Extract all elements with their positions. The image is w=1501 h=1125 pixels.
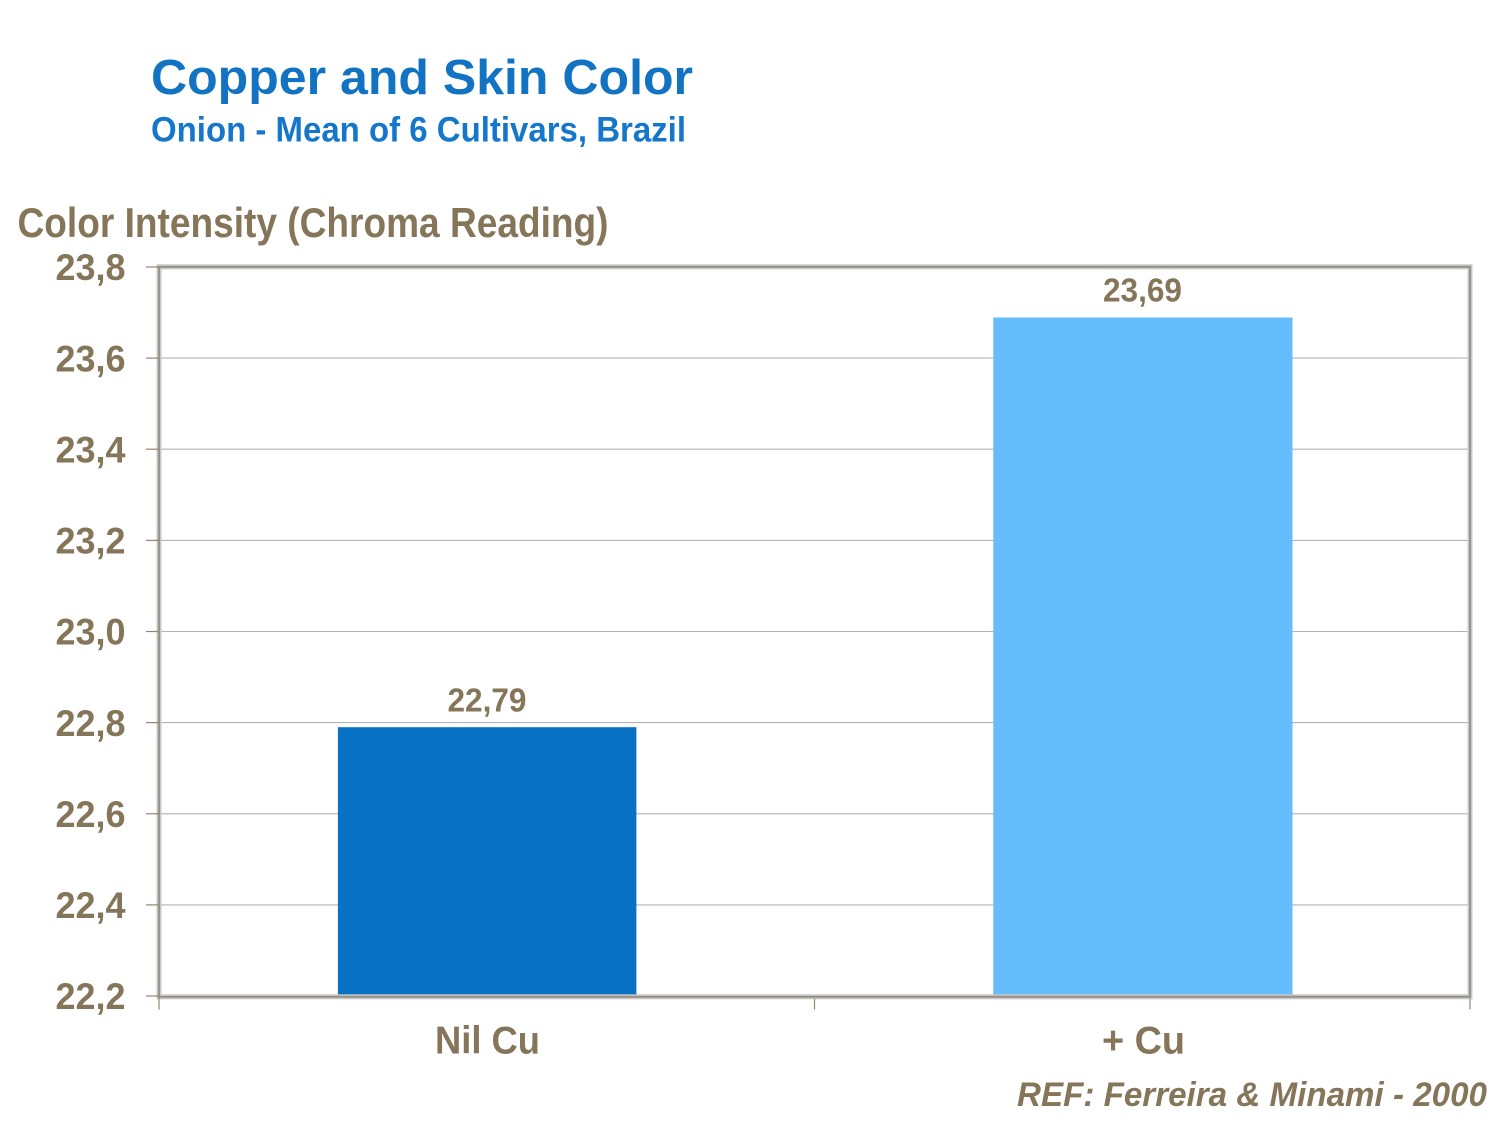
svg-text:+ Cu: + Cu xyxy=(1102,1020,1185,1063)
svg-text:23,0: 23,0 xyxy=(56,612,126,653)
svg-text:23,6: 23,6 xyxy=(56,338,126,379)
svg-text:Nil Cu: Nil Cu xyxy=(435,1020,540,1063)
svg-text:Color Intensity (Chroma Readin: Color Intensity (Chroma Reading) xyxy=(18,199,609,246)
svg-text:23,8: 23,8 xyxy=(56,247,126,288)
svg-text:22,8: 22,8 xyxy=(56,703,126,744)
svg-text:Onion - Mean of 6 Cultivars, B: Onion - Mean of 6 Cultivars, Brazil xyxy=(151,111,686,150)
svg-text:23,2: 23,2 xyxy=(56,521,126,562)
svg-text:22,6: 22,6 xyxy=(56,794,126,835)
svg-text:23,4: 23,4 xyxy=(56,429,126,470)
svg-text:Copper and Skin Color: Copper and Skin Color xyxy=(151,51,693,105)
svg-text:22,2: 22,2 xyxy=(56,976,126,1017)
svg-text:22,4: 22,4 xyxy=(56,885,126,926)
svg-text:REF: Ferreira & Minami - 2000: REF: Ferreira & Minami - 2000 xyxy=(1017,1076,1487,1114)
svg-text:22,79: 22,79 xyxy=(448,681,527,718)
svg-text:23,69: 23,69 xyxy=(1103,272,1182,309)
